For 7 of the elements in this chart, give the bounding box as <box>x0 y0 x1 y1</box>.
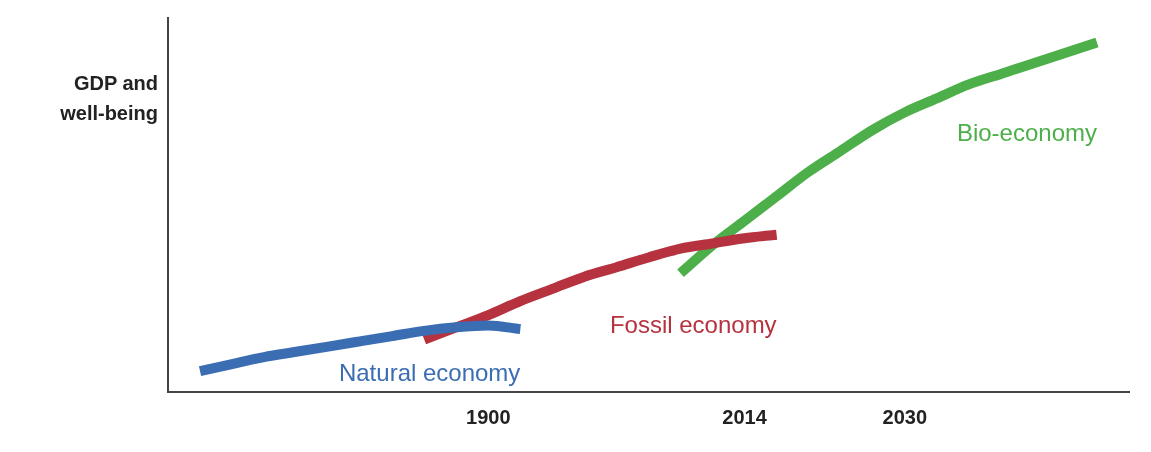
x-tick-label: 2030 <box>882 405 928 428</box>
series-label: Natural economy <box>338 358 521 386</box>
x-tick-label: 2014 <box>722 405 768 428</box>
series-label: Fossil economy <box>609 311 777 339</box>
series-label: Bio-economy <box>956 119 1097 147</box>
x-tick-label: 1900 <box>466 405 511 428</box>
y-axis-title: GDP and well-being <box>59 71 158 126</box>
